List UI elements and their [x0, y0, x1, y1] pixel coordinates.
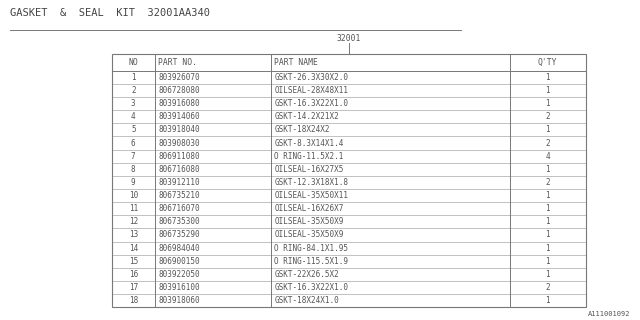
Text: 1: 1: [545, 99, 550, 108]
Text: 803908030: 803908030: [159, 139, 200, 148]
Text: 1: 1: [545, 86, 550, 95]
Text: 12: 12: [129, 217, 138, 226]
Text: PART NO.: PART NO.: [159, 58, 198, 67]
Text: 9: 9: [131, 178, 136, 187]
Text: 1: 1: [545, 217, 550, 226]
Text: 1: 1: [545, 244, 550, 252]
Text: 1: 1: [545, 165, 550, 174]
Text: 806911080: 806911080: [159, 152, 200, 161]
Text: OILSEAL-16X26X7: OILSEAL-16X26X7: [275, 204, 344, 213]
Text: GSKT-8.3X14X1.4: GSKT-8.3X14X1.4: [275, 139, 344, 148]
Bar: [112, 54, 586, 307]
Text: 1: 1: [545, 230, 550, 239]
Text: 803918040: 803918040: [159, 125, 200, 134]
Text: A111001092: A111001092: [588, 311, 630, 317]
Text: 2: 2: [545, 283, 550, 292]
Text: 803914060: 803914060: [159, 112, 200, 121]
Text: 1: 1: [545, 270, 550, 279]
Text: OILSEAL-35X50X11: OILSEAL-35X50X11: [275, 191, 349, 200]
Text: 11: 11: [129, 204, 138, 213]
Text: 10: 10: [129, 191, 138, 200]
Text: 2: 2: [545, 112, 550, 121]
Text: 13: 13: [129, 230, 138, 239]
Text: 806735300: 806735300: [159, 217, 200, 226]
Text: OILSEAL-35X50X9: OILSEAL-35X50X9: [275, 217, 344, 226]
Text: 2: 2: [545, 139, 550, 148]
Text: 806735210: 806735210: [159, 191, 200, 200]
Text: 803916100: 803916100: [159, 283, 200, 292]
Text: 806728080: 806728080: [159, 86, 200, 95]
Text: 4: 4: [131, 112, 136, 121]
Text: GSKT-16.3X22X1.0: GSKT-16.3X22X1.0: [275, 99, 349, 108]
Text: 1: 1: [545, 125, 550, 134]
Text: 2: 2: [545, 178, 550, 187]
Text: GSKT-18X24X1.0: GSKT-18X24X1.0: [275, 296, 339, 305]
Text: 803926070: 803926070: [159, 73, 200, 82]
Text: PART NAME: PART NAME: [275, 58, 318, 67]
Text: O RING-115.5X1.9: O RING-115.5X1.9: [275, 257, 349, 266]
Text: 2: 2: [131, 86, 136, 95]
Text: NO: NO: [129, 58, 138, 67]
Text: 7: 7: [131, 152, 136, 161]
Text: GSKT-26.3X30X2.0: GSKT-26.3X30X2.0: [275, 73, 349, 82]
Text: 8: 8: [131, 165, 136, 174]
Text: 16: 16: [129, 270, 138, 279]
Text: GASKET  &  SEAL  KIT  32001AA340: GASKET & SEAL KIT 32001AA340: [10, 8, 210, 18]
Text: GSKT-16.3X22X1.0: GSKT-16.3X22X1.0: [275, 283, 349, 292]
Text: 803918060: 803918060: [159, 296, 200, 305]
Text: OILSEAL-35X50X9: OILSEAL-35X50X9: [275, 230, 344, 239]
Text: OILSEAL-16X27X5: OILSEAL-16X27X5: [275, 165, 344, 174]
Text: 17: 17: [129, 283, 138, 292]
Text: GSKT-18X24X2: GSKT-18X24X2: [275, 125, 330, 134]
Text: 806984040: 806984040: [159, 244, 200, 252]
Text: GSKT-12.3X18X1.8: GSKT-12.3X18X1.8: [275, 178, 349, 187]
Text: 803916080: 803916080: [159, 99, 200, 108]
Text: O RING-84.1X1.95: O RING-84.1X1.95: [275, 244, 349, 252]
Text: 803922050: 803922050: [159, 270, 200, 279]
Text: 1: 1: [545, 191, 550, 200]
Text: O RING-11.5X2.1: O RING-11.5X2.1: [275, 152, 344, 161]
Text: 806735290: 806735290: [159, 230, 200, 239]
Text: 18: 18: [129, 296, 138, 305]
Text: 803912110: 803912110: [159, 178, 200, 187]
Text: 1: 1: [545, 257, 550, 266]
Text: 806716080: 806716080: [159, 165, 200, 174]
Text: 4: 4: [545, 152, 550, 161]
Text: 1: 1: [131, 73, 136, 82]
Text: Q'TY: Q'TY: [538, 58, 557, 67]
Text: 1: 1: [545, 296, 550, 305]
Text: 806900150: 806900150: [159, 257, 200, 266]
Text: 1: 1: [545, 204, 550, 213]
Text: 5: 5: [131, 125, 136, 134]
Text: GSKT-14.2X21X2: GSKT-14.2X21X2: [275, 112, 339, 121]
Text: 15: 15: [129, 257, 138, 266]
Text: 14: 14: [129, 244, 138, 252]
Text: 6: 6: [131, 139, 136, 148]
Text: GSKT-22X26.5X2: GSKT-22X26.5X2: [275, 270, 339, 279]
Text: 1: 1: [545, 73, 550, 82]
Text: OILSEAL-28X48X11: OILSEAL-28X48X11: [275, 86, 349, 95]
Text: 32001: 32001: [337, 34, 361, 43]
Text: 806716070: 806716070: [159, 204, 200, 213]
Text: 3: 3: [131, 99, 136, 108]
